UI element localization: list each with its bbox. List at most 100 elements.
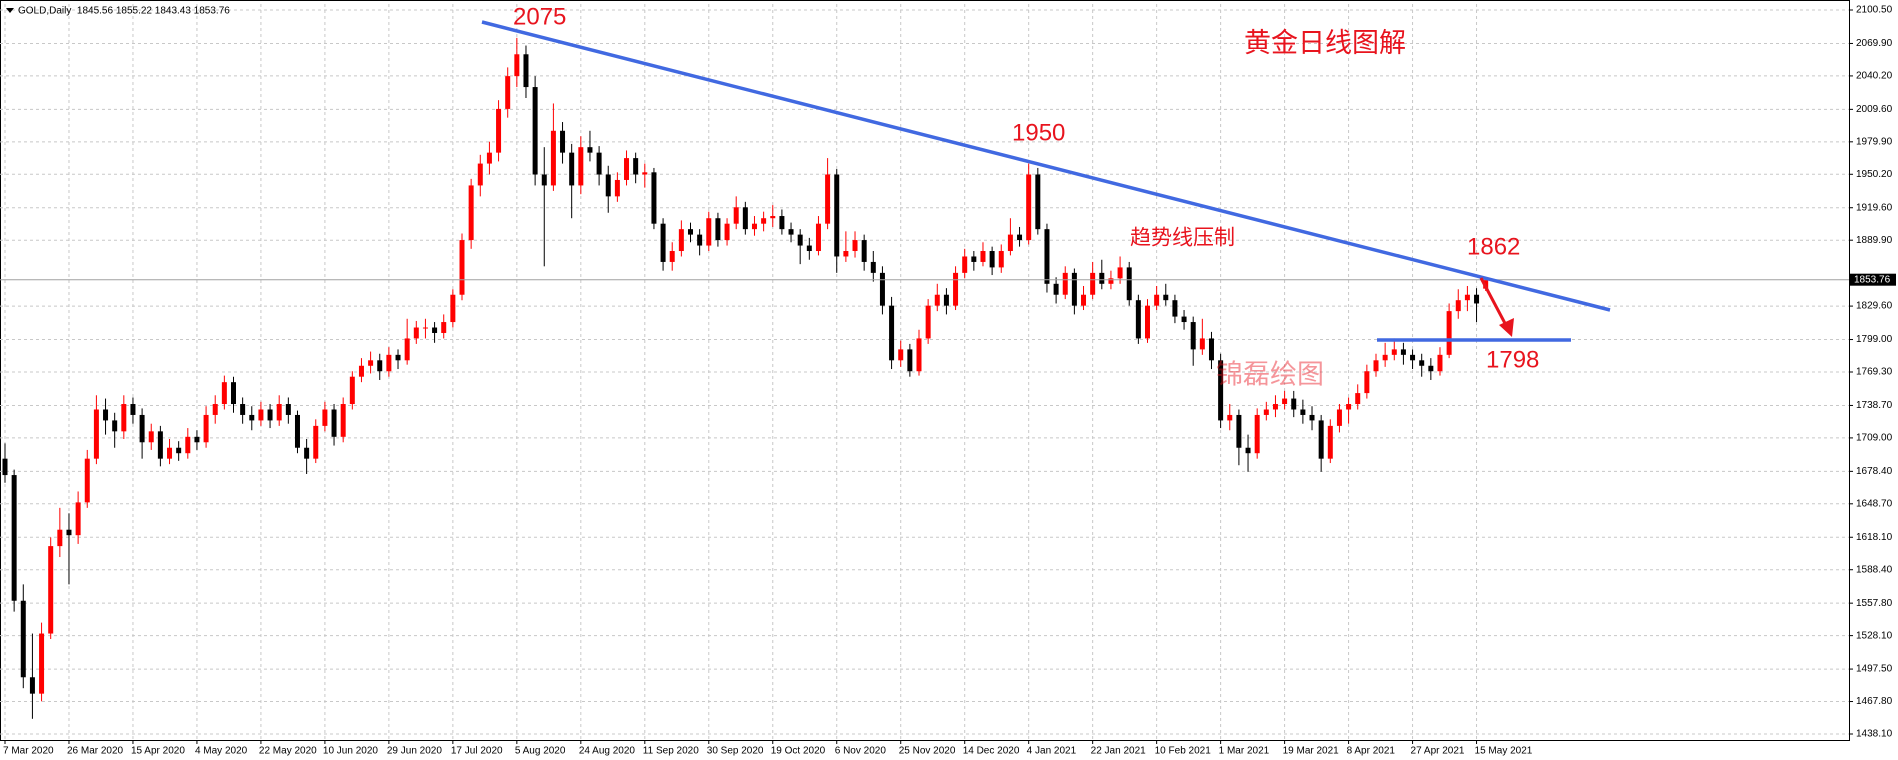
candle-body bbox=[998, 251, 1004, 268]
candle-body bbox=[1099, 272, 1105, 284]
candle-body bbox=[1455, 300, 1461, 312]
candle-body bbox=[1410, 354, 1416, 361]
candle-body bbox=[550, 130, 556, 186]
candle-body bbox=[1464, 294, 1470, 301]
candle-body bbox=[861, 240, 867, 262]
x-tick-label: 15 May 2021 bbox=[1475, 746, 1533, 757]
candle-body bbox=[642, 172, 648, 175]
candle-body bbox=[441, 322, 447, 333]
y-tick-label: 1648.70 bbox=[1856, 498, 1893, 509]
candle-body bbox=[971, 256, 977, 262]
price-annotation: 1950 bbox=[1012, 119, 1065, 146]
candle-body bbox=[788, 229, 794, 235]
y-tick-label: 1467.80 bbox=[1856, 696, 1893, 707]
x-tick-label: 26 Mar 2020 bbox=[67, 746, 124, 757]
candle-body bbox=[1245, 447, 1251, 454]
candle-body bbox=[11, 475, 17, 601]
y-tick-label: 1769.30 bbox=[1856, 367, 1893, 378]
candle-body bbox=[596, 152, 602, 175]
candle-body bbox=[39, 633, 45, 694]
y-tick-label: 1829.60 bbox=[1856, 301, 1893, 312]
candle-body bbox=[1062, 272, 1068, 295]
candle-body bbox=[148, 431, 154, 443]
x-tick-label: 25 Nov 2020 bbox=[899, 746, 956, 757]
candle-body bbox=[404, 338, 410, 361]
candle-body bbox=[1437, 354, 1443, 372]
candle-body bbox=[651, 172, 657, 224]
candle-body bbox=[989, 251, 995, 268]
candle-body bbox=[1318, 420, 1324, 459]
candle-body bbox=[1300, 409, 1306, 415]
candle-body bbox=[925, 305, 931, 339]
candle-body bbox=[203, 414, 209, 443]
candle-body bbox=[221, 382, 227, 405]
y-tick-label: 1799.00 bbox=[1856, 334, 1893, 345]
candle-body bbox=[870, 261, 876, 273]
header: GOLD,Daily 1845.56 1855.22 1843.43 1853.… bbox=[18, 6, 230, 17]
candle-body bbox=[1474, 294, 1480, 304]
candle-body bbox=[1355, 393, 1361, 405]
x-tick-label: 27 Apr 2021 bbox=[1411, 746, 1465, 757]
candle-body bbox=[486, 152, 492, 164]
candle-body bbox=[1181, 316, 1187, 323]
candle-body bbox=[633, 158, 639, 175]
candle-body bbox=[724, 223, 730, 241]
candle-body bbox=[176, 447, 182, 454]
candle-body bbox=[1236, 414, 1242, 448]
candle-body bbox=[980, 251, 986, 262]
candle-body bbox=[258, 409, 264, 421]
x-tick-label: 14 Dec 2020 bbox=[963, 746, 1020, 757]
candle-body bbox=[624, 158, 630, 180]
candle-body bbox=[962, 256, 968, 273]
candle-body bbox=[349, 376, 355, 405]
price-annotation: 1798 bbox=[1486, 346, 1539, 373]
candle-body bbox=[834, 174, 840, 257]
candle-body bbox=[1428, 365, 1434, 372]
candle-body bbox=[1391, 349, 1397, 355]
candle-body bbox=[1227, 414, 1233, 421]
candle-body bbox=[112, 420, 118, 432]
candle-body bbox=[194, 436, 200, 443]
x-tick-label: 10 Feb 2021 bbox=[1155, 746, 1212, 757]
x-tick-label: 11 Sep 2020 bbox=[643, 746, 699, 757]
candle-body bbox=[569, 152, 575, 186]
price-label: 1853.76 bbox=[1854, 274, 1891, 285]
x-tick-label: 19 Oct 2020 bbox=[771, 746, 826, 757]
candle-body bbox=[313, 425, 319, 459]
x-tick-label: 17 Jul 2020 bbox=[451, 746, 503, 757]
candle-body bbox=[93, 409, 99, 459]
candle-body bbox=[249, 414, 255, 421]
candle-body bbox=[358, 365, 364, 377]
candle-body bbox=[1090, 272, 1096, 295]
candle-body bbox=[20, 600, 26, 678]
candle-body bbox=[843, 251, 849, 257]
candle-body bbox=[943, 294, 949, 306]
candle-body bbox=[669, 251, 675, 262]
y-tick-label: 2009.60 bbox=[1856, 104, 1893, 115]
candle-body bbox=[29, 677, 35, 694]
y-tick-label: 1557.80 bbox=[1856, 598, 1893, 609]
candle-body bbox=[852, 240, 858, 252]
candle-body bbox=[751, 223, 757, 230]
x-tick-label: 10 Jun 2020 bbox=[323, 746, 378, 757]
candle-body bbox=[953, 272, 959, 306]
title: 黄金日线图解 bbox=[1244, 28, 1406, 58]
candle-body bbox=[459, 240, 465, 295]
candle-body bbox=[1081, 294, 1087, 306]
candle-body bbox=[1336, 409, 1342, 426]
x-tick-label: 5 Aug 2020 bbox=[515, 746, 566, 757]
candle-body bbox=[276, 404, 282, 421]
y-tick-label: 1618.10 bbox=[1856, 532, 1893, 543]
candle-body bbox=[1190, 322, 1196, 350]
candle-body bbox=[1126, 267, 1132, 301]
candle-body bbox=[84, 458, 90, 503]
candle-body bbox=[1163, 294, 1169, 301]
candle-body bbox=[514, 54, 520, 77]
candle-body bbox=[432, 327, 438, 333]
candle-body bbox=[231, 382, 236, 405]
plot-frame bbox=[0, 0, 1850, 741]
candle-body bbox=[605, 174, 611, 197]
candle-body bbox=[496, 108, 502, 153]
candle-body bbox=[1053, 283, 1059, 295]
candle-body bbox=[898, 349, 904, 361]
